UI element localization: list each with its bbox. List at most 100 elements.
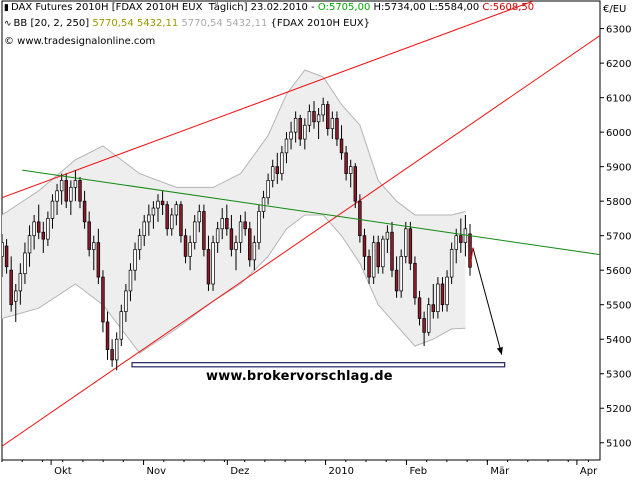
candle-body [36,221,41,233]
candle-body [220,218,224,230]
candle-body [417,297,422,319]
candle-body [128,269,133,292]
y-tick-label: 5300 [606,370,631,381]
x-tick-label: Okt [54,466,72,477]
candle-body [353,166,358,202]
candle [82,190,87,229]
candle [128,263,133,302]
candle [73,170,78,202]
candle-body [440,283,445,306]
candle [280,145,284,181]
y-tick-label: 5400 [606,335,631,346]
candle [87,211,91,257]
candle [133,242,137,281]
y-tick-label: 6300 [606,25,631,36]
candle-body [110,349,114,361]
candle [27,225,32,267]
candle [211,235,215,291]
candle [339,125,344,160]
legend-bb-mid: 5432,11 [136,18,179,29]
candle-body [362,235,367,257]
candle-body [229,228,234,250]
candle-body [96,242,101,278]
candle [215,221,220,253]
candle [348,159,353,188]
candle-body [165,204,169,230]
candle [459,218,463,253]
candle [238,214,243,253]
candle [36,204,41,240]
channel-upper-line [2,1,534,199]
candle-body [454,235,458,250]
candle [114,332,119,371]
candle [2,233,4,278]
candle [303,118,307,150]
bollinger-band-fill [2,70,466,353]
candle-body [119,311,124,340]
candle [468,223,472,276]
candle [23,242,27,284]
candle-body [2,242,4,257]
channel-lower-line [2,35,600,447]
candle-body [298,117,302,140]
candle [422,311,426,347]
candle-body [64,180,68,202]
candle [413,256,417,305]
candle-body [436,283,440,312]
candle [404,221,408,264]
candle-body [312,111,316,123]
candle [18,263,23,305]
candle-body [23,252,27,274]
y-tick-label: 6100 [606,94,631,105]
candle-body [215,228,220,243]
candle [96,228,101,284]
resistance-line [22,169,600,256]
candle-body [335,117,339,140]
candle [234,235,238,271]
candle-body [280,152,284,174]
candle-body [321,104,325,116]
x-tick-label: Nov [147,466,167,477]
candle-body [14,290,18,302]
candle [376,235,380,274]
candle-body [59,180,64,192]
candle [55,183,59,215]
candle-body [326,104,330,130]
candle-body [431,304,436,312]
x-tick-label: 2010 [329,466,354,477]
y-tick-label: 5500 [606,301,631,312]
candle-body [114,338,119,361]
legend-bollinger: ∿ BB [20, 2, 250] 5770,54 5432,11 5770,54… [4,18,370,30]
candle [390,221,394,278]
candle [4,239,9,274]
candle-body [50,200,55,219]
legend-high: H:5734,00 [373,2,426,13]
candle-body [252,242,257,261]
plot-area [2,1,600,447]
candlestick-icon: ▮ [4,3,9,13]
watermark: www.brokervorschlag.de [206,369,393,384]
candle [220,208,224,240]
candle-body [46,218,50,240]
candle-body [394,269,399,292]
candle-body [206,249,211,285]
candle-body [289,131,293,140]
candle [105,311,110,360]
candle [298,114,302,146]
candle-body [160,200,165,205]
candle [92,235,96,271]
candle [101,270,105,333]
candle-body [105,321,110,350]
candle [64,173,68,209]
candle-body [344,152,348,174]
candle [358,194,362,243]
candle [192,214,197,250]
candle [46,211,50,247]
candle [183,228,188,264]
candle [385,225,390,253]
candle-body [170,214,174,230]
candle-body [9,269,13,306]
legend-low: L:5584,00 [428,2,480,13]
candle-body [142,221,146,237]
